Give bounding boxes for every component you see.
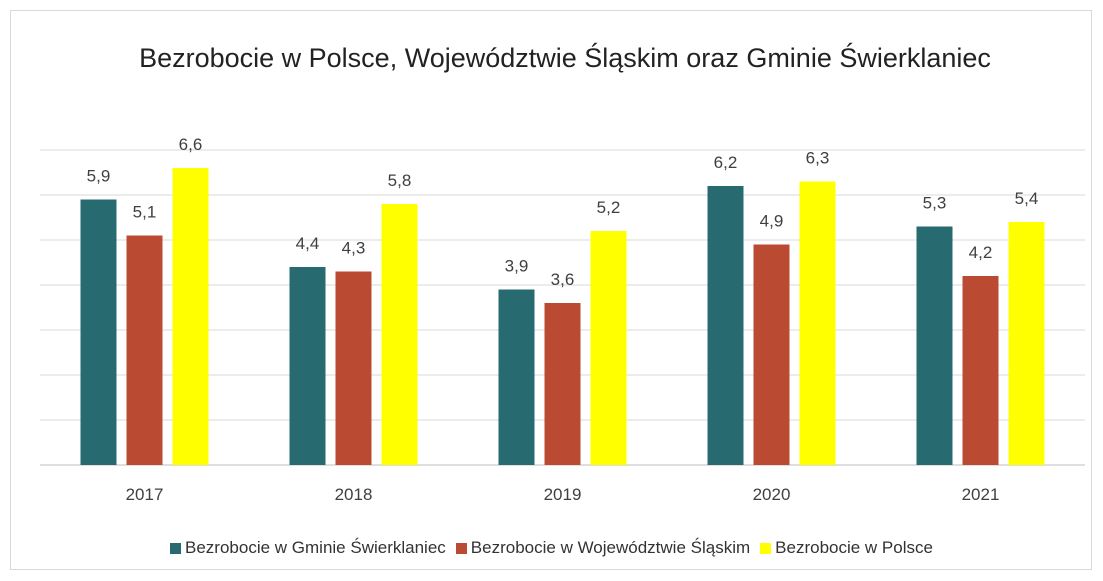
data-label: 3,9 <box>505 257 529 276</box>
bar <box>80 199 117 465</box>
legend-swatch <box>170 542 182 554</box>
bar <box>498 289 535 465</box>
legend-label: Bezrobocie w Polsce <box>775 538 933 557</box>
data-label: 6,3 <box>806 149 830 168</box>
legend-label: Bezrobocie w Gminie Świerklaniec <box>185 538 446 557</box>
legend-item: Bezrobocie w Gminie Świerklaniec <box>170 538 446 558</box>
data-label: 4,4 <box>296 234 320 253</box>
bar <box>289 267 326 465</box>
bar <box>335 271 372 465</box>
data-label: 4,3 <box>342 239 366 258</box>
data-label: 5,9 <box>87 167 111 186</box>
legend-swatch <box>455 542 467 554</box>
bar <box>126 235 163 465</box>
x-tick-label: 2018 <box>335 485 373 504</box>
x-tick-label: 2019 <box>544 485 582 504</box>
data-label: 4,9 <box>760 212 784 231</box>
data-label: 5,1 <box>133 203 157 222</box>
bar <box>916 226 953 465</box>
data-label: 5,3 <box>923 194 947 213</box>
data-label: 5,2 <box>597 198 621 217</box>
bar <box>753 244 790 465</box>
bar <box>381 204 418 465</box>
bar <box>172 168 209 465</box>
x-tick-label: 2021 <box>962 485 1000 504</box>
data-label: 6,6 <box>179 135 203 154</box>
legend-item: Bezrobocie w Polsce <box>760 538 933 558</box>
bar <box>799 181 836 465</box>
data-label: 3,6 <box>551 270 575 289</box>
data-label: 5,8 <box>388 171 412 190</box>
legend: Bezrobocie w Gminie Świerklaniec Bezroboc… <box>0 538 1103 558</box>
legend-label: Bezrobocie w Województwie Śląskim <box>470 538 751 557</box>
data-label: 6,2 <box>714 153 738 172</box>
bar <box>544 303 581 465</box>
bar <box>707 186 744 465</box>
legend-item: Bezrobocie w Województwie Śląskim <box>455 538 751 558</box>
x-tick-label: 2020 <box>753 485 791 504</box>
data-label: 4,2 <box>969 243 993 262</box>
chart-border <box>10 10 1092 570</box>
bar <box>1008 222 1045 465</box>
bar <box>962 276 999 465</box>
bar <box>590 231 627 465</box>
x-tick-label: 2017 <box>126 485 164 504</box>
legend-swatch <box>760 542 772 554</box>
data-label: 5,4 <box>1015 189 1039 208</box>
chart-title: Bezrobocie w Polsce, Województwie Śląski… <box>139 43 991 73</box>
